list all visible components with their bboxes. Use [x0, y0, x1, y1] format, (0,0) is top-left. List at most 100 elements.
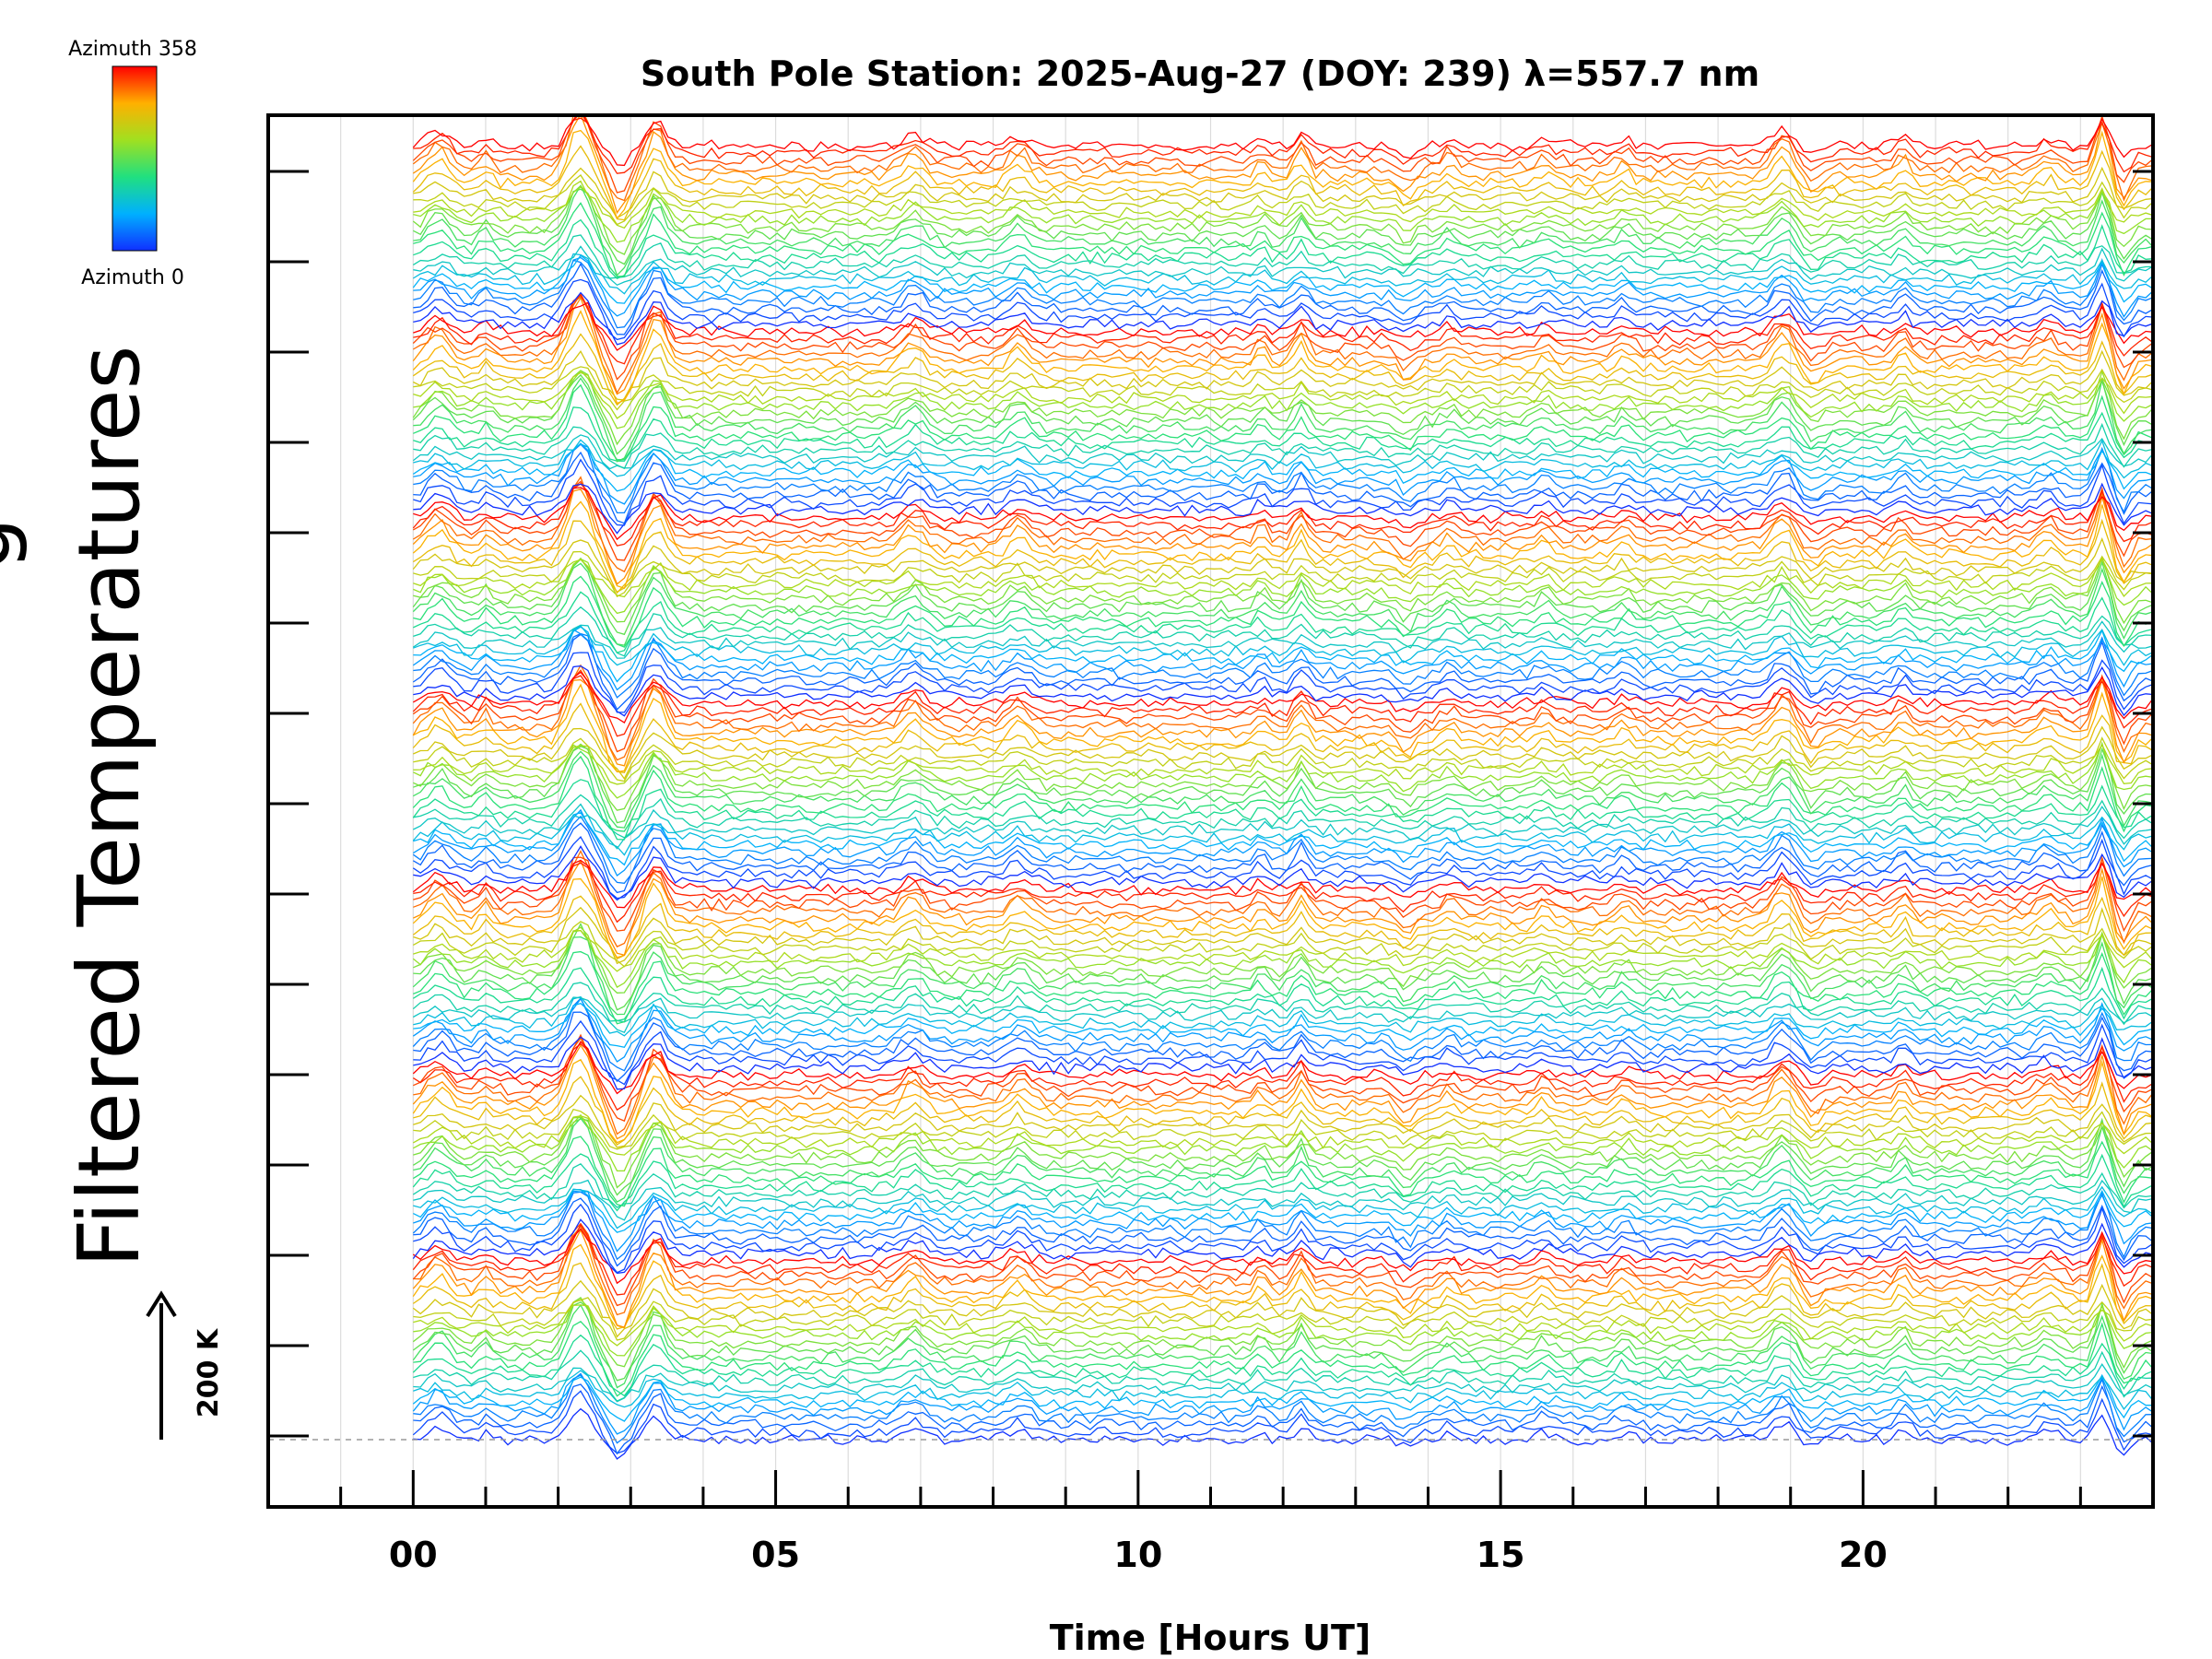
temperature-trace — [413, 482, 2153, 535]
temperature-trace — [413, 850, 2153, 947]
temperature-trace — [412, 476, 2153, 573]
temperature-trace — [412, 115, 2153, 194]
temperature-trace — [413, 862, 2153, 924]
temperature-trace — [413, 606, 2153, 657]
temperature-trace — [412, 1222, 2153, 1307]
temperature-trace — [413, 555, 2153, 625]
temperature-trace — [412, 1373, 2153, 1422]
scale-arrow-head — [146, 1290, 177, 1318]
temperature-trace — [412, 836, 2153, 900]
temperature-trace — [413, 626, 2153, 683]
temperature-trace — [412, 702, 2153, 774]
temperature-trace — [413, 1117, 2153, 1203]
temperature-trace — [413, 859, 2153, 957]
temperature-trace — [412, 997, 2153, 1072]
x-tick-label: 00 — [389, 1535, 438, 1575]
temperature-trace — [412, 633, 2153, 711]
temperature-trace — [413, 1299, 2153, 1357]
temperature-trace — [412, 480, 2153, 561]
temperature-trace — [412, 115, 2153, 215]
temperature-trace — [413, 930, 2153, 972]
x-axis-label: Time [Hours UT] — [1050, 1618, 1371, 1658]
temperature-trace — [412, 982, 2153, 1026]
temperature-trace — [413, 1037, 2153, 1135]
temperature-trace — [413, 929, 2153, 994]
temperature-trace — [412, 677, 2153, 767]
temperature-trace — [413, 117, 2153, 174]
temperature-trace — [412, 296, 2153, 394]
temperature-trace — [413, 166, 2153, 219]
grid-lines — [267, 115, 2154, 1507]
temperature-trace — [412, 1041, 2153, 1095]
temperature-trace — [413, 1197, 2153, 1267]
temperature-trace — [412, 1228, 2153, 1328]
axis-ticks — [266, 170, 2155, 1507]
temperature-trace — [412, 488, 2153, 585]
temperature-trace — [413, 1011, 2153, 1083]
temperature-trace — [413, 301, 2153, 351]
temperature-trace — [413, 1370, 2153, 1411]
temperature-trace — [412, 1191, 2153, 1261]
temperature-trace — [413, 1002, 2153, 1049]
x-tick-label: 05 — [751, 1535, 800, 1575]
temperature-trace — [412, 664, 2153, 761]
temperature-trace — [413, 803, 2153, 850]
temperature-trace — [412, 895, 2153, 960]
temperature-trace — [413, 906, 2153, 965]
temperature-trace — [412, 562, 2153, 646]
temperature-trace — [413, 575, 2153, 648]
temperature-trace — [412, 779, 2153, 841]
x-tick-label: 10 — [1113, 1535, 1162, 1575]
temperature-trace — [412, 620, 2153, 659]
temperature-trace — [413, 366, 2153, 411]
temperature-trace — [413, 923, 2153, 1011]
temperature-trace — [413, 812, 2153, 866]
temperature-trace — [413, 742, 2153, 799]
temperature-trace — [412, 253, 2153, 295]
temperature-trace — [413, 625, 2153, 666]
temperature-trace — [412, 434, 2153, 470]
temperature-trace — [412, 373, 2153, 455]
temperature-trace — [412, 1153, 2153, 1212]
temperature-trace — [413, 1108, 2153, 1150]
scale-label: 200 K — [193, 1327, 225, 1418]
temperature-trace — [413, 1036, 2153, 1090]
colorbar-gradient — [112, 65, 158, 252]
temperature-trace — [412, 683, 2153, 773]
temperature-trace — [412, 1042, 2153, 1112]
x-tick-label: 20 — [1839, 1535, 1888, 1575]
temperature-trace — [413, 278, 2153, 341]
temperature-trace — [413, 1019, 2153, 1086]
temperature-trace — [412, 518, 2153, 594]
temperature-trace — [413, 245, 2153, 287]
temperature-trace — [412, 921, 2153, 968]
temperature-trace — [413, 294, 2153, 365]
temperature-trace — [413, 550, 2153, 598]
temperature-trace — [413, 184, 2153, 276]
temperature-trace — [412, 296, 2153, 395]
temperature-trace — [412, 129, 2153, 220]
temperature-trace — [412, 814, 2153, 856]
temperature-trace — [413, 1362, 2153, 1403]
temperature-trace — [412, 815, 2153, 884]
temperature-trace — [413, 1185, 2153, 1230]
temperature-trace — [413, 218, 2153, 279]
temperature-trace — [413, 202, 2153, 277]
temperature-trace — [412, 254, 2153, 304]
temperature-trace — [413, 1094, 2153, 1148]
temperature-trace — [412, 483, 2153, 547]
temperature-trace — [412, 1262, 2153, 1330]
temperature-trace — [412, 1303, 2153, 1389]
temperature-trace — [412, 115, 2153, 202]
temperature-trace — [412, 671, 2153, 724]
colorbar-min-label: Azimuth 0 — [81, 266, 184, 289]
temperature-trace — [412, 1243, 2153, 1329]
temperature-trace — [412, 1300, 2153, 1382]
temperature-trace — [412, 537, 2153, 594]
temperature-trace — [412, 1113, 2153, 1172]
temperature-trace — [413, 725, 2153, 781]
temperature-trace — [413, 349, 2153, 401]
temperature-trace — [412, 1279, 2153, 1338]
temperature-trace — [412, 1043, 2153, 1140]
